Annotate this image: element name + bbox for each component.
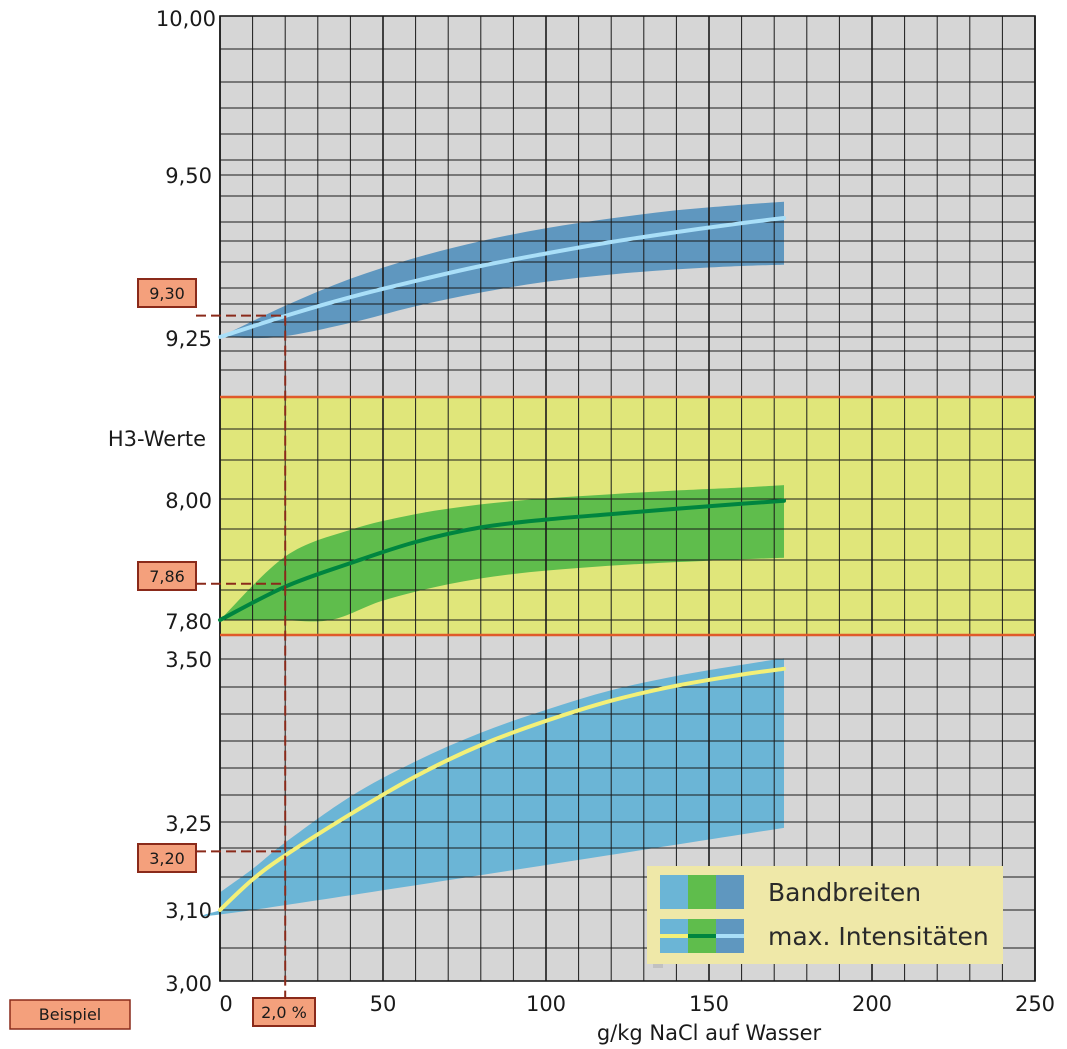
legend-entry: Bandbreiten (768, 878, 921, 907)
y-tick-label: 9,50 (165, 164, 212, 188)
svg-text:9,30: 9,30 (149, 284, 185, 303)
lines (218, 216, 786, 912)
y-tick-label: 3,25 (165, 812, 212, 836)
x-tick-label: 200 (852, 992, 892, 1016)
zone-borders (220, 395, 1035, 637)
y-tick-label: 9,25 (165, 327, 212, 351)
band-middle (220, 485, 784, 622)
y-tick-label: 8,00 (165, 489, 212, 513)
x-tick-label: 50 (370, 992, 397, 1016)
line-middle (218, 498, 786, 622)
y-tick-label: 7,80 (165, 610, 212, 634)
svg-text:3,20: 3,20 (149, 849, 185, 868)
y-tick-label: 3,00 (165, 972, 212, 996)
band-lower (201, 658, 784, 917)
y-tick-label: 3,10 (165, 899, 212, 923)
x-axis-label: g/kg NaCl auf Wasser (597, 1021, 822, 1045)
svg-text:2,0 %: 2,0 % (261, 1003, 307, 1022)
legend-swatch (660, 875, 688, 909)
legend: Bandbreiten max. Intensitäten (647, 866, 1003, 968)
y-axis-label: H3-Werte (108, 427, 206, 451)
example-marker-box: 9,30 (137, 278, 197, 308)
legend-swatch (716, 875, 744, 909)
plot-frame (219, 15, 1036, 982)
example-x-box: 2,0 % (252, 997, 316, 1027)
svg-text:Beispiel: Beispiel (39, 1005, 102, 1024)
x-tick-label: 100 (526, 992, 566, 1016)
svg-text:7,86: 7,86 (149, 567, 185, 586)
x-tick-label: 150 (689, 992, 729, 1016)
legend-entry: max. Intensitäten (768, 922, 989, 951)
example-lines (196, 314, 287, 998)
example-marker-box: 3,20 (137, 843, 197, 873)
x-tick-label: 250 (1015, 992, 1055, 1016)
example-label: Beispiel (9, 999, 131, 1030)
example-marker-box: 7,86 (137, 561, 197, 591)
y-tick-label: 10,00 (156, 7, 216, 31)
line-upper (218, 216, 786, 339)
legend-swatch (688, 875, 716, 909)
y-tick-label: 3,50 (165, 648, 212, 672)
x-tick-label: 0 (219, 992, 232, 1016)
line-lower (218, 666, 786, 912)
